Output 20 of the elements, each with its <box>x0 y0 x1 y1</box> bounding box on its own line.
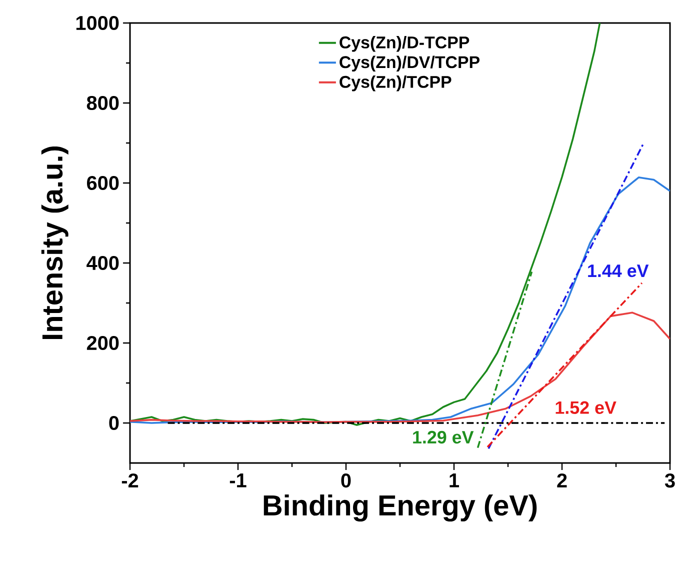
x-tick-label: -1 <box>230 474 246 488</box>
x-tick-label: 3 <box>664 474 675 488</box>
y-tick-label: 200 <box>86 336 119 350</box>
x-tick-label: 0 <box>341 474 351 488</box>
legend-label: Cys(Zn)/D-TCPP <box>340 36 470 52</box>
legend-label: Cys(Zn)/DV/TCPP <box>340 56 480 72</box>
series-label: 1.44 eV <box>588 264 649 278</box>
y-tick-label: 1000 <box>76 16 119 30</box>
x-tick-label: 1 <box>450 474 459 488</box>
series-label: 1.52 eV <box>556 401 616 414</box>
y-tick-label: 400 <box>86 256 119 270</box>
x-tick-label: 2 <box>557 474 567 488</box>
x-tick-label: -2 <box>122 474 138 488</box>
y-tick-label: 800 <box>86 96 119 110</box>
series-label: 1.29 eV <box>413 430 474 444</box>
legend-label: Cys(Zn)/TCPP <box>340 75 452 92</box>
y-tick-label: 600 <box>86 176 119 190</box>
x-axis-title: Binding Energy (eV) <box>264 494 537 522</box>
y-axis-title: Intensity (a.u.) <box>41 146 68 339</box>
y-tick-label: 0 <box>109 416 119 430</box>
